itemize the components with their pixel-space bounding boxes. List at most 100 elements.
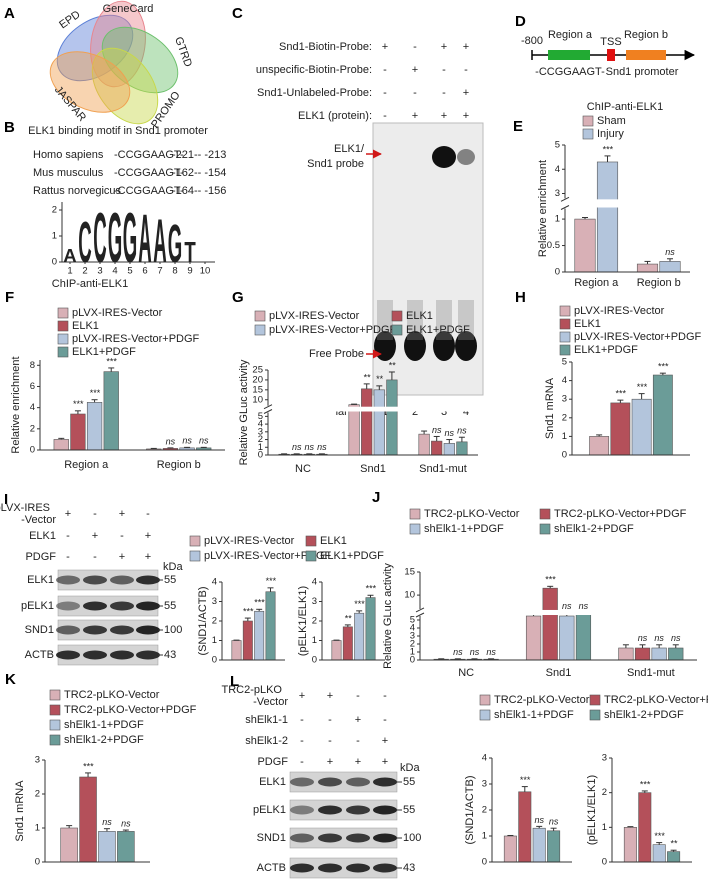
sign: -	[356, 690, 360, 702]
logo-letter: C	[78, 211, 91, 276]
y-tick-label: 3	[555, 188, 560, 199]
y-tick-label: 0	[212, 655, 217, 666]
blot-band	[83, 575, 107, 585]
significance: **	[363, 372, 371, 382]
sign: +	[463, 41, 469, 53]
smear	[436, 300, 452, 340]
y-tick-label: 2	[602, 787, 607, 798]
break-mark	[415, 607, 425, 613]
tss	[607, 49, 615, 61]
bar	[559, 615, 575, 661]
y-tick-label: 1	[555, 214, 560, 225]
band-label: SND1	[25, 624, 54, 636]
sign: -	[146, 508, 150, 520]
bar	[431, 440, 443, 456]
logo-x-tick: 1	[67, 266, 72, 277]
y-tick-label: 3	[482, 779, 487, 790]
y-tick-label: 0	[562, 450, 567, 461]
legend-swatch	[305, 535, 317, 547]
band-label: SND1	[257, 832, 286, 844]
bar	[652, 374, 673, 456]
legend-label: pLVX-IRES-Vector	[574, 305, 665, 317]
x-tick-label: Region b	[157, 459, 201, 471]
smear	[377, 300, 393, 340]
sign: +	[382, 735, 388, 747]
legend-label: TRC2-pLKO-Vector+PDGF	[64, 704, 197, 716]
lane-number: 2	[412, 406, 418, 418]
sequence: -CCGGAAGT-	[114, 185, 184, 197]
y-tick-label: 2	[212, 616, 217, 627]
significance: ns	[534, 815, 544, 825]
logo-letter: A	[63, 245, 76, 266]
position-label: -800	[521, 35, 543, 47]
band-label: pELK1	[21, 600, 54, 612]
legend-swatch	[559, 318, 571, 330]
blot-band	[373, 777, 397, 787]
bar	[525, 615, 542, 661]
sign: +	[119, 508, 125, 520]
x-tick-label: Snd1	[546, 667, 572, 679]
y-tick-label: 2	[312, 616, 317, 627]
bar	[348, 404, 360, 456]
bar	[103, 371, 119, 451]
legend-label: ELK1	[72, 320, 99, 332]
y-tick-label: 10	[404, 590, 415, 601]
sign: -	[328, 735, 332, 747]
blot-band	[56, 601, 80, 611]
sign: -	[300, 756, 304, 768]
legend-label: TRC2-pLKO-Vector	[424, 508, 520, 520]
significance: ns	[470, 647, 480, 657]
sign: -	[383, 87, 387, 99]
blot-band	[318, 805, 342, 815]
y-axis-label: (pELK1/ELK1)	[297, 586, 309, 656]
y-tick-label: 25	[252, 365, 263, 376]
sign: +	[119, 551, 125, 563]
condition-label: Snd1-Unlabeled-Probe:	[257, 87, 372, 99]
bar	[589, 436, 610, 456]
legend-label: pLVX-IRES-Vector+PDGF	[574, 331, 702, 343]
bar	[596, 161, 619, 273]
significance: ns	[671, 633, 681, 643]
bar	[70, 413, 86, 451]
legend-label: pLVX-IRES-Vector+PDGF	[72, 333, 200, 345]
legend-label: shElk1-1+PDGF	[424, 523, 504, 535]
panel-letter: H	[515, 289, 526, 306]
panel-letter: C	[232, 5, 243, 22]
blot-band	[318, 833, 342, 843]
sign: -	[300, 714, 304, 726]
legend-swatch	[305, 550, 317, 562]
legend-swatch	[391, 310, 403, 322]
legend-label: Injury	[597, 128, 624, 140]
sign: -	[383, 110, 387, 122]
panel-letter: B	[4, 119, 15, 136]
blot-band	[83, 601, 107, 611]
significance: ***	[83, 761, 94, 771]
significance: ***	[73, 399, 84, 409]
bar	[651, 647, 667, 661]
blot-band	[290, 777, 314, 787]
y-axis-label: (SND1/ACTB)	[464, 775, 476, 844]
legend-swatch	[254, 324, 266, 336]
bar	[618, 647, 634, 661]
y-tick-label: 1	[562, 431, 567, 442]
y-tick-label: 1	[258, 442, 263, 453]
logo-x-tick: 7	[157, 266, 162, 277]
y-axis-label: Relative enrichment	[537, 160, 549, 257]
significance: ns	[292, 442, 302, 452]
sign: -	[93, 508, 97, 520]
sign: +	[412, 64, 418, 76]
y-tick-label: 1	[482, 831, 487, 842]
legend-label: ELK1+PDGF	[320, 550, 384, 562]
species: Mus musculus	[33, 167, 104, 179]
legend-label: TRC2-pLKO-Vector	[494, 694, 590, 706]
band-label: ACTB	[25, 649, 54, 661]
y-tick-label: 4	[562, 375, 567, 386]
tss-label: TSS	[600, 36, 621, 48]
legend-swatch	[479, 709, 491, 721]
y-tick-label: 3	[212, 596, 217, 607]
y-tick-label: 4	[212, 577, 217, 588]
bar	[638, 792, 652, 863]
blot-band	[290, 805, 314, 815]
bar	[443, 443, 455, 456]
y-tick-label: 4	[410, 623, 415, 634]
